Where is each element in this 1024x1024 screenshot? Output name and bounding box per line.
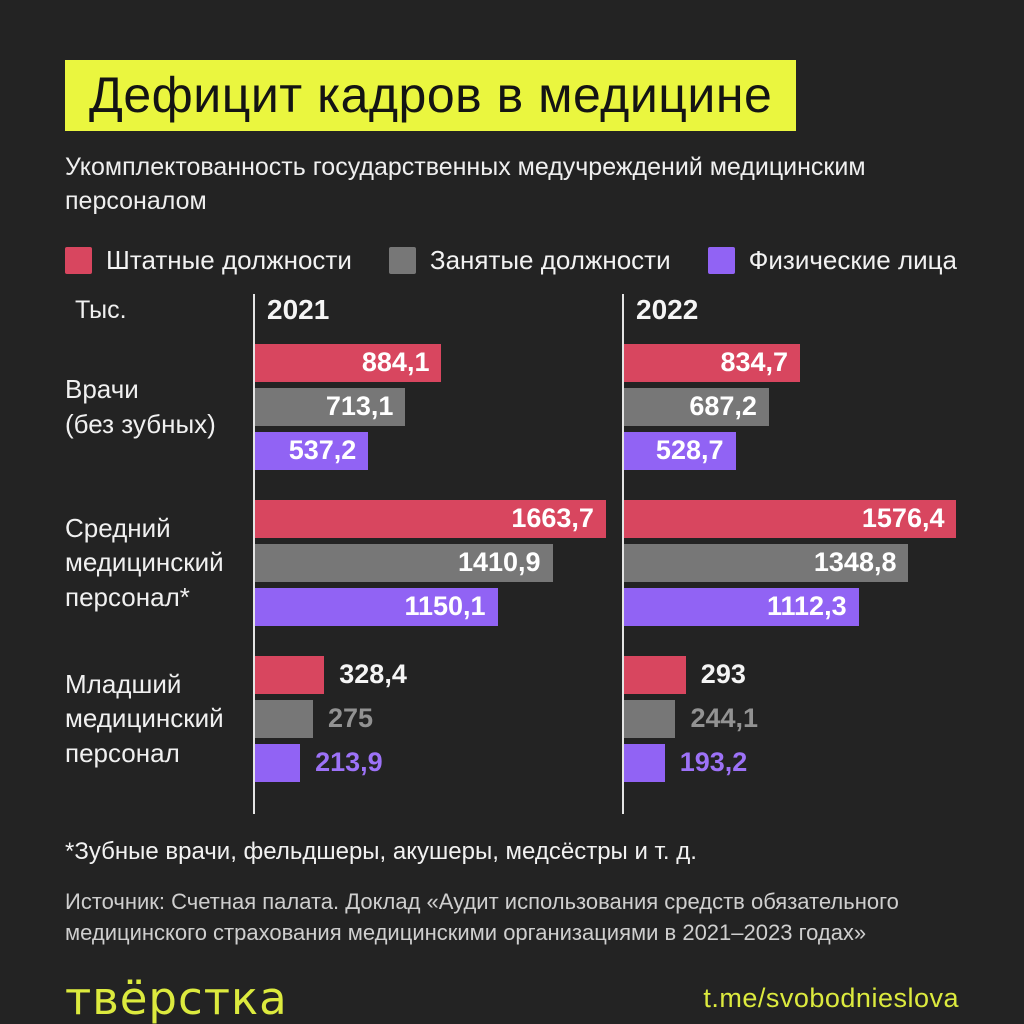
bar-row: 528,7 [624, 431, 991, 470]
legend-swatch-gray [388, 246, 416, 274]
bar-row: 713,1 [255, 387, 622, 426]
category-label: Врачи (без зубных) [65, 374, 216, 439]
bar-value-label: 193,2 [679, 747, 748, 777]
bar-row: 687,2 [624, 387, 991, 426]
bar: 687,2 [624, 387, 769, 426]
bar: 884,1 [255, 343, 442, 382]
footer: твёрстка t.me/svobodnieslova [65, 972, 959, 1024]
bar-value-label: 537,2 [288, 435, 357, 465]
page-title: Дефицит кадров в медицине [65, 60, 797, 131]
legend-item: Физические лица [707, 244, 957, 276]
legend-label: Занятые должности [429, 244, 671, 275]
category-label: Средний медицинский персонал* [65, 513, 224, 612]
legend-swatch-red [65, 246, 92, 274]
bar-value-label: 1112,3 [766, 591, 847, 621]
category-label: Младший медицинский персонал [65, 669, 224, 768]
bar-column-2022: 293 244,1 193,2 [622, 655, 991, 782]
bar [624, 743, 665, 782]
bar-value-label: 687,2 [689, 391, 757, 421]
bar-row: 834,7 [624, 343, 991, 382]
bar [624, 655, 686, 694]
bar-row: 213,9 [255, 743, 622, 782]
source-note: Источник: Счетная палата. Доклад «Аудит … [65, 888, 899, 945]
legend-label: Физические лица [748, 244, 957, 275]
title-section: Дефицит кадров в медицине [0, 0, 1024, 131]
chart-group-row: Врачи (без зубных) 884,1 713,1 537,2 834,7 68… [65, 343, 991, 470]
bar-row: 244,1 [624, 699, 991, 738]
chart-header-row: Тыс. 2021 2022 [65, 294, 991, 344]
bar-row: 1150,1 [255, 587, 622, 626]
bar-row: 193,2 [624, 743, 991, 782]
axis-line-2022 [622, 293, 624, 814]
bar-value-label: 328,4 [339, 659, 407, 689]
bar-value-label: 213,9 [315, 747, 383, 777]
chart-subtitle: Укомплектованность государственных медуч… [65, 153, 866, 215]
bar [255, 743, 301, 782]
bar-row: 1348,8 [624, 543, 991, 582]
bar-value-label: 1150,1 [404, 591, 486, 621]
unit-label: Тыс. [75, 295, 127, 324]
legend-label: Штатные должности [106, 244, 352, 275]
bar-value-label: 275 [328, 703, 374, 733]
bar-row: 275 [255, 699, 622, 738]
footnote: *Зубные врачи, фельдшеры, акушеры, медсё… [65, 837, 697, 865]
bar: 528,7 [624, 431, 736, 470]
bar: 1150,1 [255, 587, 498, 626]
bar: 1112,3 [624, 587, 859, 626]
bar-value-label: 244,1 [690, 703, 759, 733]
bar-value-label: 1663,7 [511, 503, 594, 533]
legend-swatch-purple [707, 246, 735, 274]
bar-value-label: 1576,4 [861, 503, 945, 533]
bar: 713,1 [255, 387, 406, 426]
bar-value-label: 293 [700, 659, 746, 689]
verstka-logo: твёрстка [65, 971, 288, 1024]
bar-row: 1410,9 [255, 543, 622, 582]
bar-chart: Тыс. 2021 2022 Врачи (без зубных) 884,1 71… [65, 293, 991, 814]
bar-row: 1663,7 [255, 499, 622, 538]
chart-grid: Врачи (без зубных) 884,1 713,1 537,2 834,7 68… [65, 343, 991, 782]
bar-row: 884,1 [255, 343, 622, 382]
bar: 834,7 [624, 343, 801, 382]
bar: 1576,4 [624, 499, 957, 538]
bar-column-2022: 834,7 687,2 528,7 [622, 343, 991, 470]
bar-value-label: 528,7 [655, 435, 724, 465]
bar: 1663,7 [255, 499, 606, 538]
column-header-2021: 2021 [267, 293, 330, 325]
legend-item: Занятые должности [388, 244, 671, 276]
telegram-handle: t.me/svobodnieslova [703, 982, 959, 1013]
bar-row: 1112,3 [624, 587, 991, 626]
bar-value-label: 1410,9 [457, 547, 541, 577]
bar [255, 655, 325, 694]
bar-value-label: 713,1 [325, 391, 394, 421]
bar-value-label: 884,1 [361, 347, 430, 377]
bar [255, 699, 313, 738]
bar-value-label: 834,7 [720, 347, 789, 377]
bar-column-2021: 328,4 275 213,9 [253, 655, 622, 782]
axis-line-2021 [253, 293, 255, 814]
bar-row: 328,4 [255, 655, 622, 694]
chart-group-row: Младший медицинский персонал 328,4 275 213,… [65, 655, 991, 782]
bar [624, 699, 676, 738]
bar: 1348,8 [624, 543, 909, 582]
bar-row: 293 [624, 655, 991, 694]
chart-legend: Штатные должности Занятые должности Физи… [65, 245, 957, 276]
bar-column-2021: 884,1 713,1 537,2 [253, 343, 622, 470]
legend-item: Штатные должности [65, 245, 352, 276]
bar-row: 537,2 [255, 431, 622, 470]
bar-value-label: 1348,8 [813, 547, 897, 577]
bar-column-2021: 1663,7 1410,9 1150,1 [253, 499, 622, 626]
bar-column-2022: 1576,4 1348,8 1112,3 [622, 499, 991, 626]
chart-group-row: Средний медицинский персонал* 1663,7 1410,… [65, 499, 991, 626]
bar: 1410,9 [255, 543, 553, 582]
bar: 537,2 [255, 431, 369, 470]
bar-row: 1576,4 [624, 499, 991, 538]
column-header-2022: 2022 [636, 293, 699, 325]
